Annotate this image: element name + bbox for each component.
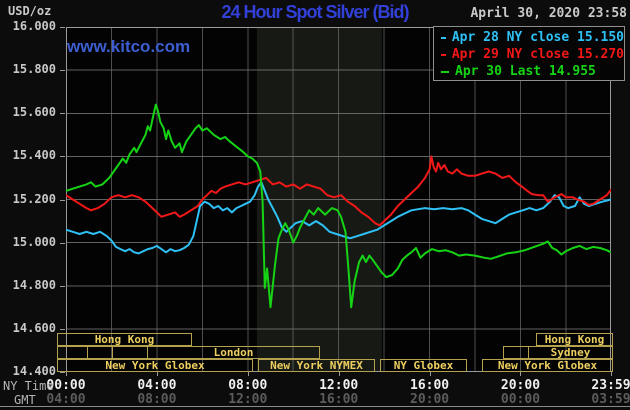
- session-box-new-york-nymex: New York NYMEX: [258, 359, 375, 372]
- ny-time-axis-caption: NY Time: [3, 379, 54, 393]
- x-tick-label-gmt: 03:59: [591, 392, 630, 407]
- y-tick-label: 14.600: [12, 320, 56, 335]
- apr29-line: [66, 155, 611, 227]
- x-tick-label-ny: 00:00: [46, 378, 86, 393]
- y-tick-mark: [60, 70, 65, 72]
- y-tick-mark: [60, 242, 65, 244]
- x-tick-mark: [338, 372, 340, 376]
- x-tick-label-gmt: 04:00: [46, 392, 86, 407]
- y-tick-mark: [60, 328, 65, 330]
- x-tick-label-gmt: 12:00: [228, 392, 268, 407]
- session-box-sydney: Sydney: [528, 346, 613, 359]
- x-tick-label-gmt: 00:00: [500, 392, 541, 407]
- y-tick-label: 14.800: [12, 277, 56, 292]
- x-tick-label-ny: 20:00: [500, 378, 541, 393]
- price-chart-plot-area: [66, 27, 611, 372]
- y-tick-mark: [60, 27, 65, 28]
- legend-item-1: Apr 29 NY close 15.270: [439, 46, 624, 63]
- x-tick-mark: [611, 372, 612, 376]
- x-tick-label-gmt: 16:00: [319, 392, 359, 407]
- legend-item-0: Apr 28 NY close 15.150: [439, 29, 624, 46]
- y-axis-unit-label: USD/oz: [8, 4, 52, 18]
- legend-label: Apr 29 NY close 15.270: [451, 47, 624, 62]
- x-tick-label-ny: 23:59: [591, 378, 630, 393]
- x-tick-label-ny: 08:00: [228, 378, 268, 393]
- legend-dash-icon: [441, 70, 449, 73]
- legend-label: Apr 28 NY close 15.150: [451, 30, 624, 45]
- x-tick-mark: [429, 372, 431, 376]
- legend-item-2: Apr 30 Last 14.955: [439, 63, 624, 80]
- x-tick-mark: [520, 372, 522, 376]
- chart-timestamp: April 30, 2020 23:58: [470, 6, 627, 21]
- y-tick-label: 15.800: [12, 62, 56, 77]
- session-box-new-york-globex: New York Globex: [57, 359, 253, 372]
- y-tick-mark: [60, 156, 65, 158]
- legend: Apr 28 NY close 15.150 Apr 29 NY close 15…: [433, 26, 625, 81]
- y-tick-mark: [60, 372, 65, 373]
- y-tick-label: 16.000: [12, 19, 56, 33]
- page-title: 24 Hour Spot Silver (Bid): [221, 2, 409, 22]
- y-tick-label: 15.200: [12, 191, 56, 206]
- x-tick-mark: [66, 372, 67, 376]
- y-tick-label: 15.000: [12, 234, 56, 249]
- x-tick-label-gmt: 20:00: [410, 392, 450, 407]
- x-tick-label-ny: 16:00: [410, 378, 450, 393]
- y-tick-mark: [60, 199, 65, 201]
- y-tick-mark: [60, 285, 65, 287]
- gmt-axis-caption: GMT: [14, 393, 36, 407]
- session-box-hong-kong: Hong Kong: [536, 333, 613, 346]
- session-box-hong-kong: Hong Kong: [57, 333, 192, 346]
- y-tick-label: 15.400: [12, 148, 56, 163]
- legend-label: Apr 30 Last 14.955: [455, 64, 596, 79]
- session-box-empty: [112, 346, 148, 359]
- apr28-line: [66, 181, 611, 255]
- legend-dash-icon: [441, 36, 446, 39]
- apr30-line: [66, 103, 611, 309]
- x-tick-label-gmt: 08:00: [137, 392, 177, 407]
- y-tick-label: 15.600: [12, 105, 56, 120]
- session-box-empty: [87, 346, 113, 359]
- x-tick-mark: [156, 372, 158, 376]
- legend-dash-icon: [441, 53, 446, 56]
- session-box-london: London: [147, 346, 320, 359]
- kitco-watermark-link[interactable]: www.kitco.com: [67, 37, 191, 56]
- x-tick-label-ny: 04:00: [137, 378, 177, 393]
- session-box-ny-globex: NY Globex: [380, 359, 467, 372]
- session-box-empty: [57, 346, 88, 359]
- y-tick-label: 14.400: [12, 364, 56, 378]
- x-tick-mark: [247, 372, 249, 376]
- session-box-new-york-globex: New York Globex: [482, 359, 613, 372]
- bottom-divider: [0, 406, 630, 407]
- x-tick-label-ny: 12:00: [319, 378, 359, 393]
- session-box-empty: [503, 346, 529, 359]
- y-tick-mark: [60, 113, 65, 115]
